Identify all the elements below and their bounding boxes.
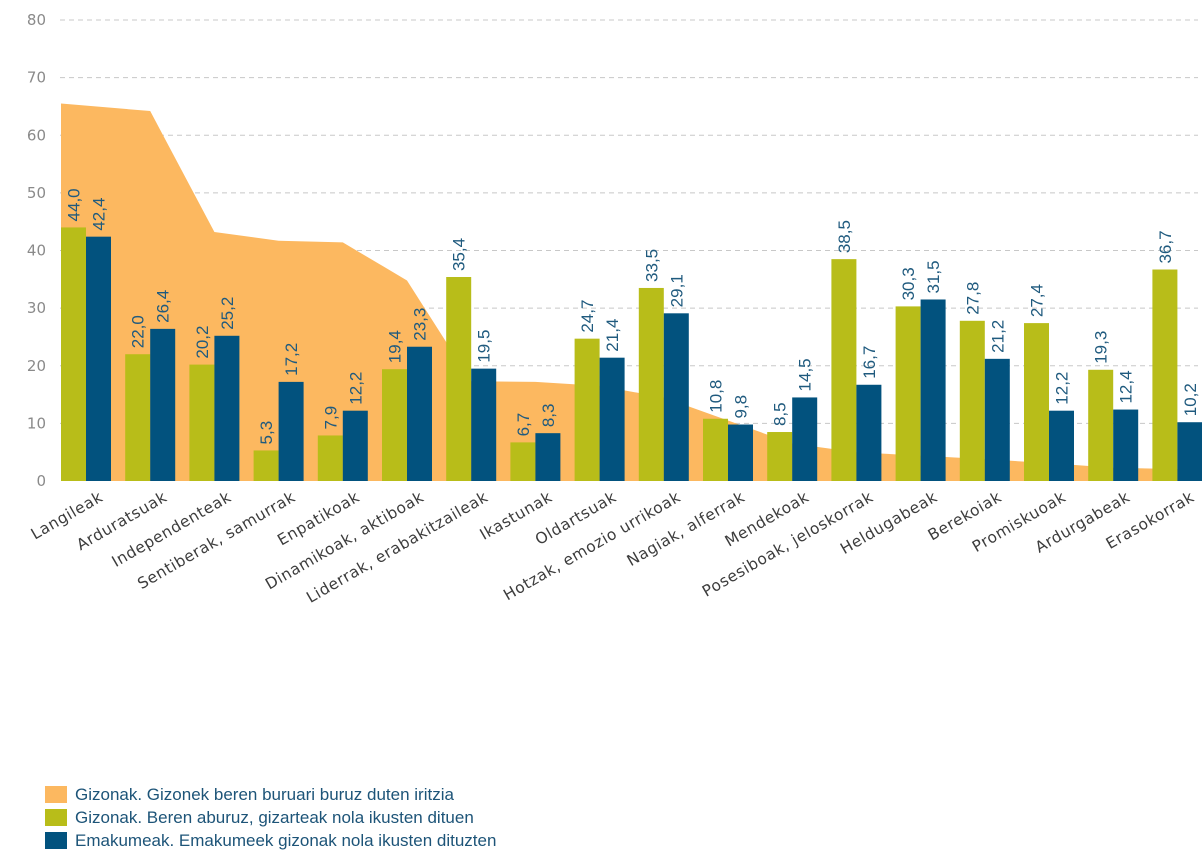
bar-men-society <box>1152 269 1178 481</box>
bar-men-society <box>61 227 86 481</box>
value-label: 16,7 <box>860 346 879 379</box>
y-tick-label: 30 <box>27 299 46 317</box>
legend-swatch <box>45 809 67 826</box>
value-label: 7,9 <box>321 406 340 430</box>
bar-men-society <box>574 338 600 481</box>
legend-label: Gizonak. Gizonek beren buruari buruz dut… <box>75 784 454 804</box>
category-label: Nagiak, alferrak <box>624 488 748 570</box>
value-label: 5,3 <box>257 421 276 445</box>
value-label: 23,3 <box>411 308 430 341</box>
bar-men-society <box>189 364 215 481</box>
value-label: 14,5 <box>796 358 815 391</box>
value-label: 38,5 <box>835 220 854 253</box>
value-label: 27,8 <box>963 282 982 315</box>
x-axis-category-labels: LangileakArduratsuakIndependenteakSentib… <box>28 488 1198 607</box>
value-label: 31,5 <box>924 260 943 293</box>
bar-women <box>342 410 368 481</box>
value-label: 29,1 <box>667 274 686 307</box>
y-tick-label: 70 <box>27 69 46 87</box>
bar-women <box>920 299 946 481</box>
value-label: 19,3 <box>1092 331 1111 364</box>
value-label: 25,2 <box>218 297 237 330</box>
bar-chart: 0 10 20 30 40 50 60 70 80 44,0 22,0 20,2 5,3 7,9 19,4… <box>27 11 1202 607</box>
legend-swatch <box>45 832 67 849</box>
legend-label: Gizonak. Beren aburuz, gizarteak nola ik… <box>75 807 474 827</box>
bar-women <box>150 328 176 481</box>
bar-women <box>1177 422 1202 481</box>
value-label: 12,2 <box>1053 372 1072 405</box>
value-label: 10,2 <box>1181 383 1200 416</box>
value-label: 8,5 <box>771 402 790 426</box>
area-gizonak-self <box>61 103 1202 481</box>
bar-women <box>856 384 882 481</box>
legend-swatch <box>45 786 67 803</box>
bar-series <box>61 227 1202 481</box>
bar-women <box>471 368 497 481</box>
legend-item-men-society: Gizonak. Beren aburuz, gizarteak nola ik… <box>45 806 745 829</box>
bar-women <box>535 433 561 481</box>
y-axis-tick-labels: 0 10 20 30 40 50 60 70 80 <box>27 11 46 490</box>
value-label: 33,5 <box>642 249 661 282</box>
bar-men-society <box>638 287 664 481</box>
value-label: 19,5 <box>475 330 494 363</box>
bar-men-society <box>959 320 985 481</box>
y-tick-label: 50 <box>27 184 46 202</box>
bar-women <box>1113 409 1139 481</box>
y-tick-label: 40 <box>27 242 46 260</box>
y-tick-label: 80 <box>27 11 46 29</box>
value-label: 12,2 <box>346 372 365 405</box>
bar-women <box>792 397 818 481</box>
value-label: 8,3 <box>539 404 558 428</box>
bar-men-society <box>1024 323 1049 481</box>
y-tick-label: 60 <box>27 126 46 144</box>
bar-women <box>599 357 625 481</box>
bar-men-society <box>446 277 472 481</box>
value-label: 21,2 <box>988 320 1007 353</box>
value-label: 24,7 <box>578 300 597 333</box>
bar-women <box>278 381 304 481</box>
value-label: 27,4 <box>1028 284 1047 317</box>
bar-men-society <box>253 450 279 481</box>
bar-men-society <box>510 442 536 481</box>
bar-women <box>407 346 432 481</box>
bar-women <box>86 236 111 481</box>
value-label: 9,8 <box>732 395 751 419</box>
value-label: 44,0 <box>65 188 84 221</box>
value-label: 30,3 <box>899 267 918 300</box>
bar-women <box>984 358 1010 481</box>
bar-men-society <box>703 418 728 481</box>
value-label: 19,4 <box>386 330 405 363</box>
y-tick-label: 20 <box>27 357 46 375</box>
legend-item-men-self: Gizonak. Gizonek beren buruari buruz dut… <box>45 783 745 806</box>
value-label: 22,0 <box>129 315 148 348</box>
legend: Gizonak. Gizonek beren buruari buruz dut… <box>45 783 745 852</box>
value-labels: 44,0 22,0 20,2 5,3 7,9 19,4 35,4 6,7 24,7 33,5 10,… <box>65 188 1200 444</box>
value-label: 17,2 <box>282 343 301 376</box>
value-label: 36,7 <box>1156 230 1175 263</box>
bar-men-society <box>317 435 343 481</box>
value-label: 6,7 <box>514 413 533 437</box>
value-label: 35,4 <box>450 238 469 271</box>
area-series <box>61 103 1202 481</box>
y-tick-label: 0 <box>36 472 46 490</box>
y-tick-label: 10 <box>27 414 46 432</box>
bar-women <box>728 424 753 481</box>
bar-men-society <box>125 354 151 481</box>
value-label: 20,2 <box>193 326 212 359</box>
value-label: 26,4 <box>154 290 173 323</box>
value-label: 21,4 <box>603 319 622 352</box>
value-label: 12,4 <box>1117 370 1136 403</box>
bar-women <box>663 313 689 481</box>
bar-men-society <box>382 369 407 481</box>
bar-men-society <box>831 259 857 481</box>
value-label: 42,4 <box>90 198 109 231</box>
legend-item-women: Emakumeak. Emakumeek gizonak nola ikuste… <box>45 829 745 852</box>
legend-label: Emakumeak. Emakumeek gizonak nola ikuste… <box>75 830 497 850</box>
bar-men-society <box>767 432 793 481</box>
bar-women <box>1049 410 1074 481</box>
bar-men-society <box>895 306 921 481</box>
bar-men-society <box>1088 369 1114 481</box>
bar-women <box>214 335 240 481</box>
value-label: 10,8 <box>707 380 726 413</box>
